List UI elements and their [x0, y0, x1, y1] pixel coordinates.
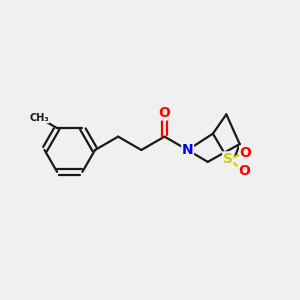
Text: N: N [182, 143, 194, 157]
Text: S: S [223, 152, 233, 166]
Text: O: O [159, 106, 170, 120]
Text: O: O [238, 164, 250, 178]
Text: CH₃: CH₃ [29, 113, 49, 123]
Text: O: O [240, 146, 252, 160]
